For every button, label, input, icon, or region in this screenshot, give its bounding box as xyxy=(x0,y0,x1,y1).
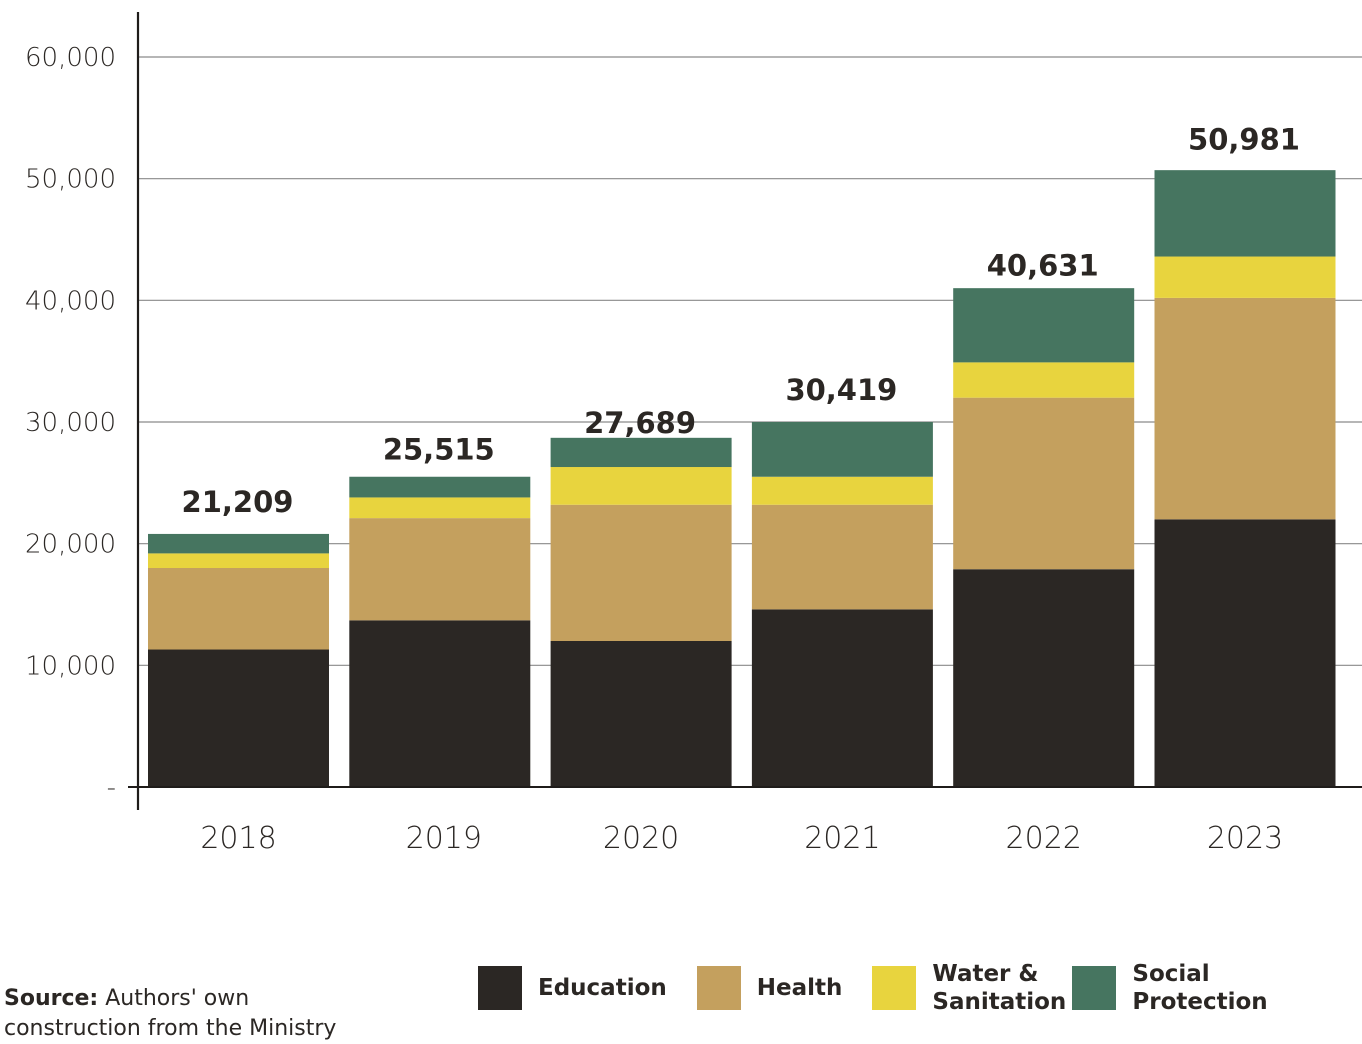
legend-item-health: Health xyxy=(696,966,843,1010)
legend: Education Health Water & Sanitation Soci… xyxy=(478,958,1302,1018)
legend-item-education: Education xyxy=(478,966,667,1010)
bar-segment-social-protection xyxy=(1154,170,1336,257)
source-label: Source: xyxy=(4,986,99,1011)
bar-segment-water-sanitation xyxy=(550,467,732,505)
legend-label-social-protection: Social Protection xyxy=(1132,961,1268,1015)
bar-segment-education xyxy=(349,620,531,787)
legend-swatch-social-protection xyxy=(1072,966,1117,1010)
y-tick-label: 20,000 xyxy=(25,530,116,560)
bar-total-label: 40,631 xyxy=(987,249,1099,283)
legend-item-water-sanitation: Water & Sanitation xyxy=(872,960,1067,1016)
x-tick-label: 2023 xyxy=(1207,821,1283,856)
bar-segment-education xyxy=(550,641,732,787)
bar-total-label: 25,515 xyxy=(383,433,495,467)
bar-segment-education xyxy=(1154,519,1336,787)
y-tick-label: - xyxy=(107,773,116,803)
y-tick-label: 10,000 xyxy=(25,651,116,681)
x-tick-label: 2022 xyxy=(1006,821,1082,856)
bar-segment-water-sanitation xyxy=(751,476,933,505)
bar-segment-health xyxy=(148,568,329,650)
bar-segment-water-sanitation xyxy=(953,362,1135,398)
bar-total-label: 21,209 xyxy=(182,485,294,519)
bar-segment-education xyxy=(148,649,329,787)
bar-total-label: 50,981 xyxy=(1188,123,1300,157)
bar-segment-health xyxy=(1154,297,1336,520)
x-tick-label: 2021 xyxy=(804,821,880,856)
bar-segment-water-sanitation xyxy=(349,497,531,519)
bar-segment-social-protection xyxy=(953,288,1135,363)
legend-item-social-protection: Social Protection xyxy=(1072,960,1272,1016)
x-tick-label: 2018 xyxy=(200,821,276,856)
y-tick-label: 50,000 xyxy=(25,165,116,195)
bar-segment-water-sanitation xyxy=(1154,256,1336,298)
legend-swatch-health xyxy=(696,966,741,1010)
y-tick-label: 40,000 xyxy=(25,286,116,316)
legend-swatch-water-sanitation xyxy=(872,966,917,1010)
bar-segment-social-protection xyxy=(751,422,933,477)
bar-segment-health xyxy=(550,504,732,641)
bar-segment-social-protection xyxy=(349,476,531,498)
bar-segment-education xyxy=(751,609,933,787)
bar-segment-social-protection xyxy=(148,533,329,554)
bar-segment-water-sanitation xyxy=(148,553,329,568)
bar-total-label: 30,419 xyxy=(785,373,897,407)
bar-segment-education xyxy=(953,569,1135,787)
x-tick-label: 2019 xyxy=(406,821,482,856)
legend-label-education: Education xyxy=(538,975,667,1001)
y-tick-label: 30,000 xyxy=(25,408,116,438)
bar-segment-health xyxy=(751,504,933,610)
legend-label-water-sanitation: Water & Sanitation xyxy=(932,961,1067,1015)
bar-total-label: 27,689 xyxy=(584,406,696,440)
bar-segment-health xyxy=(349,518,531,621)
y-tick-label: 60,000 xyxy=(25,43,116,73)
legend-label-health: Health xyxy=(756,975,843,1001)
stacked-bar-chart: - 10,000 20,000 30,000 40,000 50,000 60,000 21,… xyxy=(25,12,1362,856)
bar-segment-health xyxy=(953,397,1135,570)
source-note: Source: Authors' own construction from t… xyxy=(4,984,384,1044)
x-tick-label: 2020 xyxy=(603,821,679,856)
legend-swatch-education xyxy=(478,966,522,1010)
bar-segment-social-protection xyxy=(550,437,732,468)
